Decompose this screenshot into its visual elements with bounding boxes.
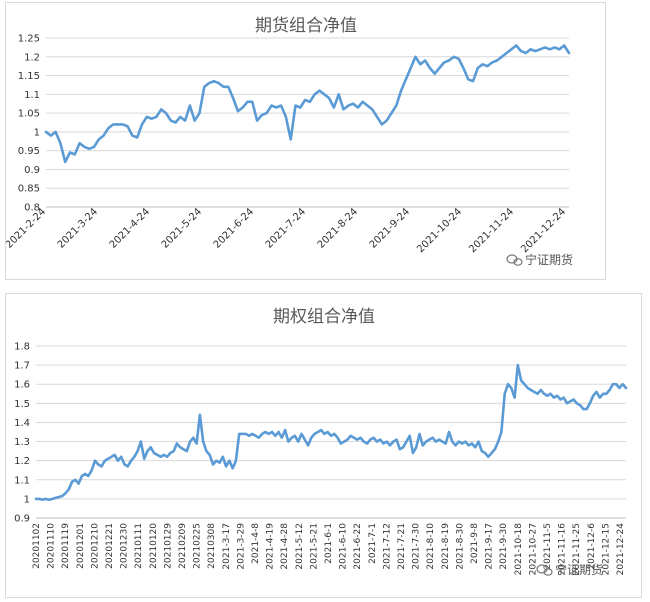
x-tick-label: 2021-8-24	[316, 206, 360, 250]
y-tick-label: 1.2	[24, 52, 40, 63]
y-tick-label: 1.05	[18, 109, 40, 120]
x-tick-label: 2021-4-28	[280, 523, 290, 570]
x-tick-label: 2021-12-24	[616, 523, 626, 576]
y-tick-label: 1	[24, 494, 30, 505]
x-tick-label: 2021-5-21	[309, 523, 319, 570]
x-tick-label: 2021-5-24	[160, 206, 204, 250]
x-tick-label: 20210120	[149, 523, 159, 569]
y-tick-label: 1.25	[18, 34, 40, 45]
x-tick-label: 20210129	[163, 523, 173, 569]
watermark-text: 宁证期货	[525, 252, 573, 267]
x-tick-label: 2021-6-24	[212, 206, 256, 250]
y-tick-label: 1.1	[14, 475, 30, 486]
x-tick-label: 20210225	[193, 523, 203, 569]
x-tick-label: 2021-12-24	[519, 206, 568, 255]
x-tick-label: 2021-5-12	[295, 523, 305, 570]
y-tick-label: 1.5	[14, 399, 30, 410]
x-tick-label: 2021-12-15	[601, 523, 611, 575]
y-tick-label: 0.9	[14, 514, 30, 525]
x-tick-label: 2021-3-24	[56, 206, 100, 250]
y-tick-label: 1.1	[24, 90, 40, 101]
x-tick-label: 2021-7-1	[368, 523, 378, 564]
x-tick-label: 2021-9-30	[499, 523, 509, 570]
x-tick-label: 20210308	[207, 523, 217, 569]
watermark: 宁证期货	[536, 562, 603, 577]
y-tick-label: 1.4	[14, 418, 30, 429]
x-tick-label: 20201221	[105, 523, 115, 569]
x-tick-label: 2021-9-17	[485, 523, 495, 570]
watermark: 宁证期货	[506, 252, 573, 267]
y-tick-label: 1.15	[18, 71, 40, 82]
x-tick-label: 2021-8-19	[441, 523, 451, 570]
x-tick-label: 2021-4-8	[251, 523, 261, 564]
x-tick-label: 2021-4-19	[266, 523, 276, 570]
x-tick-label: 20201110	[47, 523, 57, 569]
y-tick-label: 0.95	[18, 146, 40, 157]
x-tick-label: 20210209	[178, 523, 188, 569]
y-tick-label: 1.2	[14, 456, 30, 467]
x-tick-label: 2021-11-16	[558, 523, 568, 576]
y-tick-label: 1	[34, 127, 40, 138]
series-line	[44, 44, 571, 164]
wechat-icon	[506, 254, 523, 266]
x-tick-label: 2021-8-10	[426, 523, 436, 570]
x-tick-label: 2021-3-17	[222, 523, 232, 570]
x-tick-label: 2021-4-24	[108, 206, 152, 250]
x-tick-label: 2021-11-5	[543, 523, 553, 570]
x-tick-label: 2021-10-18	[514, 523, 524, 576]
y-tick-label: 1.3	[14, 437, 30, 448]
y-tick-label: 0.85	[18, 184, 40, 195]
x-tick-label: 20201119	[61, 523, 71, 569]
x-tick-label: 20201230	[120, 523, 130, 569]
series-line	[34, 363, 628, 502]
x-tick-label: 2021-3-29	[236, 523, 246, 570]
x-tick-label: 2021-10-27	[528, 523, 538, 575]
x-tick-label: 2021-6-22	[353, 523, 363, 570]
x-tick-label: 20210111	[134, 523, 144, 569]
x-tick-label: 2021-8-30	[455, 523, 465, 570]
x-tick-label: 2021-7-30	[412, 523, 422, 570]
watermark-text: 宁证期货	[555, 562, 603, 577]
futures-chart-panel: 期货组合净值 0.8 0.85 0.9 0.95 1 1.05 1.1 1.15 1.2 1.25…	[5, 2, 606, 280]
x-tick-label: 2021-10-24	[415, 206, 464, 255]
x-tick-label: 2021-11-25	[572, 523, 582, 575]
options-chart-panel: 期权组合净值 0.9 1 1.1 1.2 1.3 1.4 1.5 1.6 1.7 1.8 2020…	[5, 293, 642, 598]
futures-nav-chart: 期货组合净值 0.8 0.85 0.9 0.95 1 1.05 1.1 1.15 1.2 1.25…	[6, 16, 573, 267]
options-nav-chart: 期权组合净值 0.9 1 1.1 1.2 1.3 1.4 1.5 1.6 1.7 1.8 2020…	[14, 307, 628, 577]
x-tick-label: 20201210	[90, 523, 100, 569]
x-tick-label: 2021-11-24	[467, 206, 516, 255]
chart-title: 期货组合净值	[255, 16, 357, 36]
x-tick-label: 20201201	[76, 523, 86, 569]
x-tick-label: 2021-6-10	[339, 523, 349, 570]
x-tick-label: 2021-9-8	[470, 523, 480, 564]
x-tick-label: 2021-9-24	[368, 206, 412, 250]
x-tick-label: 2021-7-21	[397, 523, 407, 570]
y-tick-label: 0.8	[24, 203, 40, 214]
y-tick-label: 1.6	[14, 380, 30, 391]
x-tick-label: 2021-7-12	[382, 523, 392, 570]
y-tick-label: 1.8	[14, 342, 30, 353]
y-tick-label: 0.9	[24, 165, 40, 176]
x-tick-label: 2021-7-24	[264, 206, 308, 250]
wechat-icon	[536, 564, 553, 576]
y-tick-label: 1.7	[14, 361, 30, 372]
x-tick-label: 2021-6-1	[324, 523, 334, 564]
chart-title: 期权组合净值	[273, 307, 375, 327]
x-tick-label: 20201102	[32, 523, 42, 569]
x-tick-label: 2021-12-6	[587, 523, 597, 570]
